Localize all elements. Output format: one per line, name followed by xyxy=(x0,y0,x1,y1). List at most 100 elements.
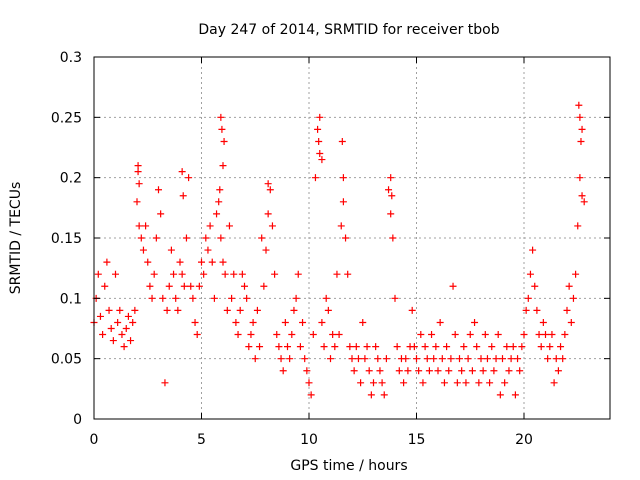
data-point xyxy=(544,355,552,363)
data-point xyxy=(554,367,562,375)
data-point xyxy=(204,246,212,254)
data-point xyxy=(220,137,228,145)
y-tick-label: 0.25 xyxy=(51,110,82,126)
data-point xyxy=(148,294,156,302)
data-point xyxy=(535,331,543,339)
data-point xyxy=(460,343,468,351)
data-point xyxy=(490,367,498,375)
data-point xyxy=(533,306,541,314)
data-point xyxy=(241,282,248,290)
data-point xyxy=(359,318,367,326)
data-point xyxy=(548,331,556,339)
data-point xyxy=(354,355,362,363)
data-point xyxy=(350,367,358,375)
data-point xyxy=(305,379,313,387)
data-point xyxy=(301,355,309,363)
data-point xyxy=(139,246,147,254)
data-point xyxy=(187,282,195,290)
data-point xyxy=(178,168,186,176)
data-point xyxy=(217,234,225,242)
data-point xyxy=(365,367,373,375)
data-point xyxy=(419,379,427,387)
data-point xyxy=(258,234,266,242)
data-points xyxy=(90,101,588,399)
data-point xyxy=(292,294,300,302)
data-point xyxy=(219,258,227,266)
data-point xyxy=(385,186,393,194)
y-tick-label: 0.1 xyxy=(60,291,82,307)
data-point xyxy=(410,343,418,351)
data-point xyxy=(413,355,420,363)
data-point xyxy=(279,367,287,375)
x-tick-labels: 0 5 10 15 20 xyxy=(90,432,533,448)
y-tick-label: 0.2 xyxy=(60,171,82,187)
data-point xyxy=(218,125,226,133)
data-point xyxy=(509,343,517,351)
data-point xyxy=(557,343,565,351)
data-point xyxy=(216,186,224,194)
data-point xyxy=(281,318,289,326)
data-point xyxy=(440,379,448,387)
data-point xyxy=(266,186,274,194)
data-point xyxy=(284,343,291,351)
data-point xyxy=(133,198,141,206)
data-point xyxy=(213,210,221,218)
data-point xyxy=(206,222,214,230)
data-point xyxy=(531,282,539,290)
data-point xyxy=(400,379,408,387)
data-point xyxy=(333,270,341,278)
data-point xyxy=(466,331,474,339)
data-point xyxy=(367,391,375,399)
data-point xyxy=(338,137,346,145)
data-point xyxy=(481,331,489,339)
data-point xyxy=(309,331,317,339)
data-point xyxy=(262,246,270,254)
data-point xyxy=(507,355,515,363)
data-point xyxy=(134,162,142,170)
data-point xyxy=(475,379,483,387)
y-tick-label: 0.15 xyxy=(51,231,82,247)
grid-lines xyxy=(94,57,610,419)
data-point xyxy=(462,379,470,387)
data-point xyxy=(179,192,187,200)
data-point xyxy=(488,343,496,351)
data-point xyxy=(402,355,410,363)
data-point xyxy=(514,355,522,363)
data-point xyxy=(464,355,472,363)
data-point xyxy=(565,282,573,290)
data-point xyxy=(127,337,135,345)
data-point xyxy=(447,355,455,363)
data-point xyxy=(348,355,356,363)
data-point xyxy=(217,113,225,121)
data-point xyxy=(443,343,451,351)
data-point xyxy=(388,192,396,200)
data-point xyxy=(456,355,463,363)
data-point xyxy=(417,331,425,339)
data-point xyxy=(449,282,457,290)
data-point xyxy=(339,174,347,182)
data-point xyxy=(264,180,272,188)
data-point xyxy=(180,282,188,290)
data-point xyxy=(511,391,519,399)
data-point xyxy=(146,282,154,290)
x-tick-label: 20 xyxy=(515,432,533,448)
x-tick-label: 5 xyxy=(197,432,206,448)
data-point xyxy=(574,222,582,230)
data-point xyxy=(479,367,487,375)
data-point xyxy=(376,367,384,375)
data-point xyxy=(316,150,324,158)
data-point xyxy=(247,331,255,339)
data-point xyxy=(167,246,175,254)
data-point xyxy=(575,101,583,109)
data-point xyxy=(260,282,268,290)
chart-title: Day 247 of 2014, SRMTID for receiver tbo… xyxy=(198,22,499,38)
data-point xyxy=(563,306,571,314)
data-point xyxy=(363,343,371,351)
data-point xyxy=(561,331,569,339)
data-point xyxy=(430,355,438,363)
data-point xyxy=(116,306,124,314)
data-point xyxy=(380,391,388,399)
data-point xyxy=(569,294,577,302)
data-point xyxy=(137,234,145,242)
